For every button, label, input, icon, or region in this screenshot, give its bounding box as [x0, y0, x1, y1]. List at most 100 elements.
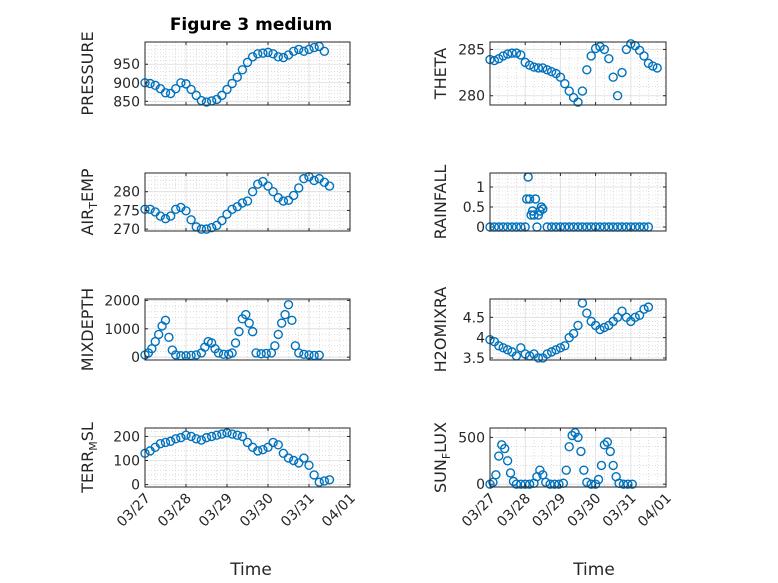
- data-point: [294, 458, 304, 468]
- data-point: [499, 443, 510, 454]
- data-point: [324, 475, 335, 485]
- axes-background: [145, 173, 350, 231]
- data-point: [181, 206, 191, 216]
- data-point: [626, 39, 636, 49]
- data-point: [283, 453, 294, 463]
- data-point: [287, 315, 297, 325]
- data-point: [247, 187, 258, 197]
- data-point: [494, 451, 504, 461]
- data-point: [206, 222, 217, 233]
- data-point: [599, 44, 610, 55]
- x-axis-label-right: Time: [572, 560, 615, 580]
- minor-grid: [145, 42, 350, 105]
- data-point: [579, 465, 589, 475]
- subplot-2: 280 285 THETA: [431, 39, 667, 107]
- data-point: [319, 476, 330, 486]
- data-point: [253, 49, 263, 59]
- data-point: [237, 198, 248, 208]
- data-point: [516, 50, 526, 60]
- data-point: [160, 213, 171, 224]
- data-point: [520, 479, 530, 489]
- data-point: [570, 427, 580, 438]
- subplot-3: 270 275 280 AIRTEMP: [78, 168, 351, 238]
- data-point: [165, 211, 176, 221]
- data-point: [319, 46, 330, 56]
- y-axis-label-main: TERR: [78, 451, 97, 494]
- subplot-6: 3.5 4 4.5 H2OMIXRA: [431, 287, 667, 372]
- y-tick-label: 200: [113, 429, 140, 445]
- y-tick-label: 2000: [104, 293, 140, 309]
- data-point: [164, 332, 174, 343]
- data-point: [191, 90, 201, 101]
- data-point: [268, 49, 278, 59]
- data-point: [176, 432, 186, 443]
- data-point: [241, 309, 251, 320]
- data-point: [502, 49, 513, 59]
- data-point: [554, 479, 564, 489]
- data-point: [186, 84, 196, 95]
- data-point: [206, 431, 217, 442]
- data-point: [165, 436, 176, 446]
- y-axis-label: TERRMSL: [78, 422, 100, 494]
- data-point: [160, 315, 171, 325]
- y-axis-label-rest: LUX: [431, 422, 450, 453]
- data-point: [196, 435, 207, 445]
- data-point: [555, 343, 566, 353]
- data-point: [294, 348, 304, 358]
- y-tick-label: 1: [476, 180, 485, 196]
- data-point: [263, 47, 273, 58]
- data-point: [564, 86, 574, 96]
- data-point: [227, 348, 237, 358]
- axes-background: [145, 42, 350, 105]
- data-point: [261, 348, 271, 359]
- data-point: [191, 350, 201, 360]
- data-point: [546, 66, 557, 77]
- data-point: [538, 204, 548, 214]
- data-series: [485, 427, 637, 489]
- data-point: [530, 194, 541, 204]
- data-point: [560, 341, 570, 351]
- minor-grid: [490, 42, 666, 105]
- data-point: [232, 72, 242, 82]
- data-point: [263, 181, 273, 191]
- data-point: [181, 79, 191, 89]
- data-point: [278, 448, 289, 458]
- axes-box: [489, 172, 667, 232]
- axes-box: [144, 172, 351, 232]
- data-point: [217, 429, 227, 439]
- data-point: [535, 465, 545, 475]
- data-point: [502, 456, 513, 466]
- data-point: [222, 84, 232, 95]
- y-tick-label: 4.5: [463, 310, 485, 326]
- data-point: [186, 350, 196, 361]
- data-point: [314, 350, 324, 360]
- data-point: [227, 78, 237, 89]
- data-point: [145, 78, 155, 89]
- y-tick-label: 270: [113, 222, 140, 238]
- data-point: [288, 190, 299, 201]
- data-point: [324, 181, 335, 191]
- data-point: [627, 479, 637, 489]
- data-point: [304, 44, 314, 55]
- data-point: [533, 210, 544, 220]
- data-point: [538, 63, 548, 73]
- data-point: [542, 349, 552, 359]
- data-point: [309, 470, 319, 480]
- data-point: [237, 65, 248, 75]
- data-point: [502, 345, 513, 355]
- data-point: [634, 310, 645, 320]
- data-point: [498, 51, 508, 61]
- data-point: [288, 455, 299, 466]
- data-point: [494, 341, 504, 351]
- data-series: [140, 41, 330, 107]
- minor-grid: [145, 428, 350, 487]
- data-point: [217, 215, 227, 226]
- y-axis-label: SUNFLUX: [431, 422, 453, 493]
- data-point: [630, 312, 640, 322]
- data-point: [546, 347, 557, 357]
- data-point: [573, 320, 583, 331]
- data-point: [253, 446, 263, 456]
- data-point: [605, 446, 615, 457]
- data-point: [564, 442, 574, 452]
